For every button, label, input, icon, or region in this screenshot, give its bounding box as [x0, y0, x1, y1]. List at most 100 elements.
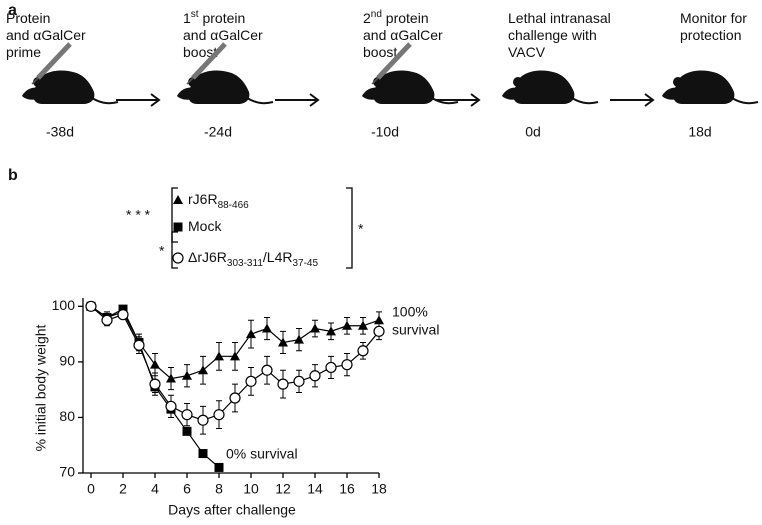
text-part: boost	[363, 44, 397, 60]
x-tick-label: 6	[183, 481, 191, 497]
x-tick-label: 18	[371, 481, 387, 497]
mouse-body	[513, 70, 575, 104]
subscript: 303-311	[227, 258, 263, 269]
mouse-head	[177, 87, 195, 100]
text-part: Mock	[188, 218, 222, 234]
x-tick-label: 16	[339, 481, 355, 497]
triangle-marker	[278, 337, 288, 347]
text-part: protein	[382, 10, 429, 26]
x-tick-label: 12	[275, 481, 291, 497]
text-part: and αGalCer	[6, 27, 86, 43]
day-label: 18d	[688, 124, 711, 140]
circle-marker	[341, 359, 353, 371]
mouse-body	[373, 70, 435, 104]
y-tick-label: 80	[59, 408, 75, 424]
circle-marker	[309, 370, 321, 382]
circle-marker	[85, 300, 97, 312]
mouse-icon	[22, 42, 119, 105]
syringe-needle	[31, 77, 39, 85]
legend-marker	[173, 195, 183, 204]
triangle-marker	[246, 329, 256, 339]
triangle-marker	[214, 351, 224, 361]
mouse-tail	[431, 97, 459, 105]
text-part: VACV	[508, 44, 546, 60]
circle-marker	[133, 339, 145, 351]
circle-marker	[181, 409, 193, 421]
mouse-head	[662, 87, 680, 100]
circle-marker	[261, 364, 273, 376]
circle-marker	[357, 345, 369, 357]
syringe	[376, 42, 412, 80]
y-tick-label: 70	[59, 464, 75, 480]
text-part: protection	[680, 27, 741, 43]
step-label: and αGalCer	[6, 27, 86, 43]
mouse-icon	[177, 42, 274, 105]
triangle-marker	[230, 351, 240, 361]
mouse-ear	[513, 77, 523, 87]
subscript: 37-45	[292, 258, 318, 269]
text-part: and αGalCer	[183, 27, 263, 43]
step-label: Protein	[6, 10, 50, 26]
significance-brackets	[171, 187, 353, 269]
arrow	[436, 93, 481, 107]
x-tick-label: 14	[307, 481, 323, 497]
triangle-marker	[342, 320, 352, 330]
x-tick-label: 8	[215, 481, 223, 497]
superscript: nd	[371, 9, 382, 20]
step-label: VACV	[508, 44, 546, 60]
significance-label: *	[358, 221, 364, 237]
panel-label: a	[8, 2, 17, 19]
triangle-marker	[262, 323, 272, 333]
arrow	[275, 93, 320, 107]
step-label: protection	[680, 27, 741, 43]
step-label: 2nd protein	[363, 9, 429, 26]
mouse-icon	[362, 42, 459, 105]
step-label: boost	[183, 44, 217, 60]
legend-label: ΔrJ6R303-311/L4R37-45	[188, 249, 318, 269]
arrow	[116, 93, 161, 107]
text-part: Protein	[6, 10, 50, 26]
mouse-tail	[731, 97, 759, 105]
triangle-marker	[310, 323, 320, 333]
text-part: Lethal intranasal	[508, 10, 611, 26]
step-label: and αGalCer	[183, 27, 263, 43]
square-marker	[214, 462, 224, 472]
day-label: -10d	[371, 124, 399, 140]
legend-marker	[172, 252, 184, 264]
y-tick-label: 100	[52, 297, 76, 313]
text-part: 2	[363, 10, 371, 26]
step-label: Monitor for	[680, 10, 747, 26]
syringe-needle	[371, 77, 379, 85]
step-label: and αGalCer	[363, 27, 443, 43]
text-part: rJ6R	[188, 191, 218, 207]
circle-marker	[101, 314, 113, 326]
step-label: Lethal intranasal	[508, 10, 611, 26]
arrow	[610, 93, 655, 107]
mouse-ear	[673, 77, 683, 87]
circle-marker	[197, 414, 209, 426]
triangle-marker	[166, 373, 176, 383]
triangle-marker	[198, 365, 208, 375]
circle-marker	[165, 400, 177, 412]
x-axis-label: Days after challenge	[168, 502, 296, 518]
step-label: boost	[363, 44, 397, 60]
circle-marker	[213, 409, 225, 421]
text-part: challenge with	[508, 27, 597, 43]
text-part: and αGalCer	[363, 27, 443, 43]
significance-label: *	[159, 243, 165, 259]
legend-label: Mock	[188, 218, 222, 234]
x-tick-label: 2	[119, 481, 127, 497]
subscript: 88-466	[218, 200, 250, 211]
triangle-marker	[374, 315, 384, 325]
legend-marker	[173, 222, 183, 232]
text-part: protein	[199, 10, 246, 26]
panel-label: b	[8, 167, 18, 184]
circle-marker	[373, 325, 385, 337]
triangle-marker	[294, 334, 304, 344]
mouse-tail	[571, 97, 599, 105]
step-label: 1st protein	[183, 9, 245, 26]
square-marker	[182, 426, 192, 436]
step-label: challenge with	[508, 27, 597, 43]
mouse-head	[22, 87, 40, 100]
